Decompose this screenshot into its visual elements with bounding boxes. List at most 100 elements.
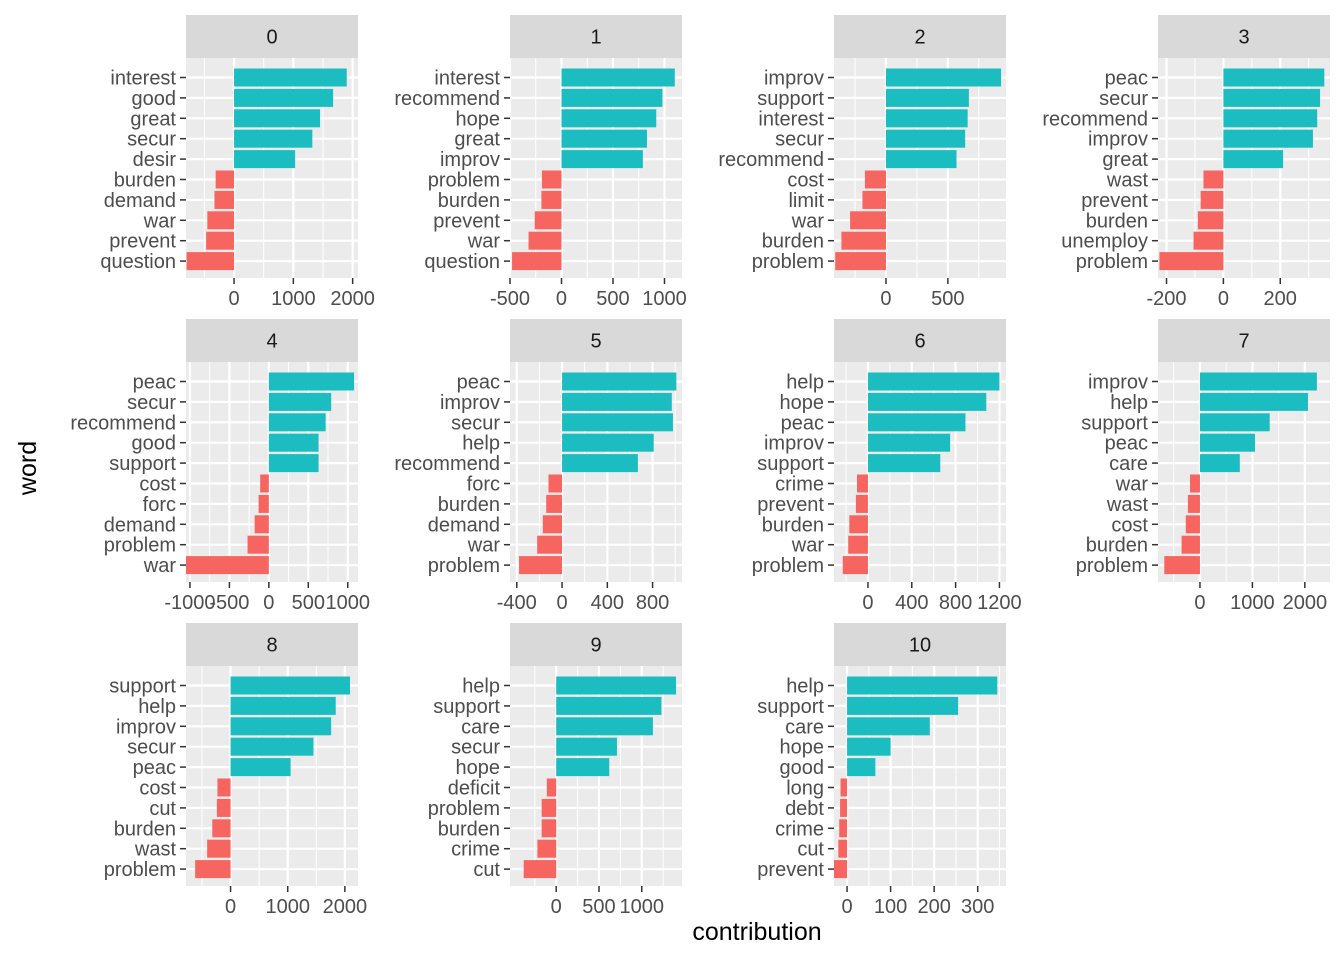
y-tick-label: crime <box>775 474 824 496</box>
bar-support <box>847 696 959 715</box>
y-tick-label: support <box>757 88 824 110</box>
y-tick-label: hope <box>456 757 501 779</box>
y-axis-title: word <box>14 441 42 496</box>
bar-burden <box>212 819 231 838</box>
bar-war <box>848 535 868 554</box>
bar-help <box>1199 392 1308 411</box>
bar-limit <box>862 190 886 209</box>
bar-demand <box>542 515 563 534</box>
x-tick-label: 2000 <box>1283 592 1328 614</box>
facet-panel-0: 0 interestgoodgreatsecurdesirburdendemand… <box>100 15 375 310</box>
facet-strip-label: 7 <box>1238 331 1249 353</box>
bar-improv <box>561 150 643 169</box>
bar-problem <box>835 252 886 271</box>
y-tick-label: prevent <box>1081 190 1148 212</box>
bar-question <box>186 252 235 271</box>
y-tick-label: problem <box>104 859 176 881</box>
x-tick-label: 0 <box>862 592 873 614</box>
y-tick-label: debt <box>785 798 824 820</box>
bar-good <box>268 433 319 452</box>
bar-hope <box>556 758 610 777</box>
bar-crime <box>537 839 557 858</box>
bar-burden <box>1181 535 1200 554</box>
x-tick-label: 2000 <box>323 896 368 918</box>
x-tick-label: 1000 <box>325 592 370 614</box>
y-tick-label: war <box>143 555 177 577</box>
bar-interest <box>561 68 675 87</box>
bar-cut <box>838 839 848 858</box>
y-tick-label: improv <box>1088 129 1148 151</box>
y-tick-label: demand <box>104 514 176 536</box>
y-tick-label: problem <box>104 535 176 557</box>
bar-improv <box>885 68 1002 87</box>
x-tick-label: 1000 <box>1230 592 1275 614</box>
bar-help <box>230 696 336 715</box>
facet-strip <box>834 15 1006 58</box>
bar-peac <box>1223 68 1325 87</box>
bar-recommend <box>885 150 957 169</box>
x-tick-label: 0 <box>1194 592 1205 614</box>
y-tick-label: war <box>791 535 825 557</box>
facet-panel-3: 3 peacsecurrecommendimprovgreatwastpreven… <box>1042 15 1330 310</box>
x-tick-label: 0 <box>842 896 853 918</box>
facet-panel-5: 5 peacimprovsecurhelprecommendforcburdend… <box>394 319 682 614</box>
y-tick-label: war <box>1115 474 1149 496</box>
y-tick-label: improv <box>440 392 500 414</box>
bar-forc <box>258 494 269 513</box>
y-tick-label: demand <box>428 514 500 536</box>
bar-support <box>230 676 350 695</box>
bar-secur <box>268 392 332 411</box>
y-tick-label: problem <box>1076 251 1148 273</box>
bar-recommend <box>562 454 638 473</box>
facet-strip <box>186 319 358 362</box>
y-tick-label: cost <box>139 474 176 496</box>
x-tick-label: 500 <box>292 592 325 614</box>
y-tick-label: war <box>143 210 177 232</box>
y-tick-label: help <box>138 696 176 718</box>
y-tick-label: wast <box>1106 170 1149 192</box>
bar-problem <box>541 170 562 189</box>
bar-burden <box>215 170 235 189</box>
bar-secur <box>230 737 314 756</box>
y-tick-label: support <box>757 453 824 475</box>
y-tick-label: support <box>433 696 500 718</box>
bar-problem <box>519 556 563 575</box>
x-tick-label: 0 <box>263 592 274 614</box>
bar-hope <box>561 109 657 128</box>
y-tick-label: deficit <box>448 778 501 800</box>
bar-care <box>556 717 653 736</box>
x-tick-label: 0 <box>880 288 891 310</box>
bar-demand <box>214 190 235 209</box>
y-tick-label: forc <box>467 474 500 496</box>
y-tick-label: prevent <box>757 859 824 881</box>
facet-strip-label: 5 <box>590 331 601 353</box>
y-tick-label: demand <box>104 190 176 212</box>
y-tick-label: peac <box>1105 68 1148 90</box>
facet-panel-6: 6 helphopepeacimprovsupportcrimepreventbu… <box>752 319 1022 614</box>
y-tick-label: problem <box>752 251 824 273</box>
bar-recommend <box>268 413 326 432</box>
bar-recommend <box>561 88 663 107</box>
bar-crime <box>839 819 848 838</box>
x-tick-label: 0 <box>556 288 567 310</box>
y-tick-label: peac <box>133 757 176 779</box>
y-tick-label: great <box>454 129 500 151</box>
y-tick-label: good <box>132 88 177 110</box>
bar-prevent <box>534 211 562 230</box>
bar-desir <box>234 150 296 169</box>
x-tick-label: 0 <box>225 896 236 918</box>
bar-debt <box>840 798 848 817</box>
x-tick-label: -500 <box>209 592 249 614</box>
x-tick-label: -400 <box>497 592 537 614</box>
x-tick-label: 1000 <box>642 288 687 310</box>
y-tick-label: forc <box>143 494 176 516</box>
x-tick-label: 1000 <box>265 896 310 918</box>
bar-secur <box>556 737 617 756</box>
x-tick-label: -500 <box>490 288 530 310</box>
bar-support <box>885 88 969 107</box>
y-tick-label: great <box>130 108 176 130</box>
bar-care <box>1199 454 1240 473</box>
y-tick-label: support <box>1081 412 1148 434</box>
y-tick-label: wast <box>1106 494 1149 516</box>
y-tick-label: war <box>791 210 825 232</box>
